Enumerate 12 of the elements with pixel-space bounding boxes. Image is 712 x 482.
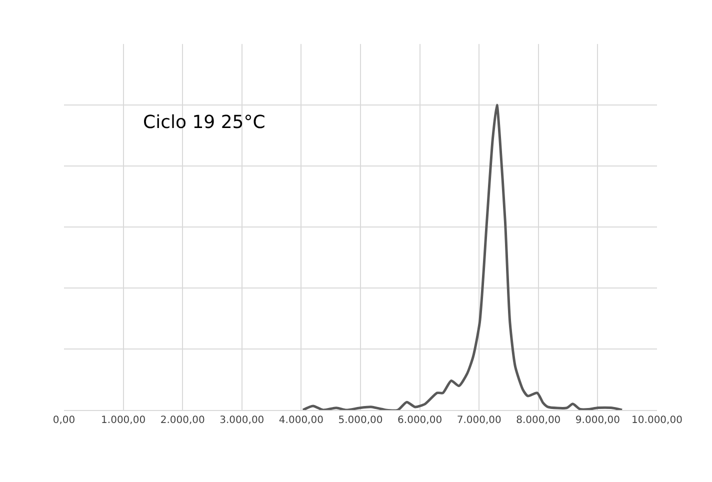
x-tick-label: 0,00 [52,415,76,426]
x-tick-label: 2.000,00 [160,415,205,426]
x-tick-label: 10.000,00 [632,415,682,426]
x-tick-label: 8.000,00 [516,415,561,426]
x-tick-label: 7.000,00 [456,415,502,426]
x-tick-label: 9.000,00 [575,415,620,426]
x-tick-label: 3.000,00 [220,415,264,426]
x-tick-label: 4.000,00 [278,415,324,426]
x-tick-label: 5.000,00 [338,415,383,426]
x-tick-label: 1.000,00 [101,415,146,426]
annotation: Ciclo 19 25°C [143,112,266,133]
x-tick-label: 6.000,00 [398,415,442,426]
